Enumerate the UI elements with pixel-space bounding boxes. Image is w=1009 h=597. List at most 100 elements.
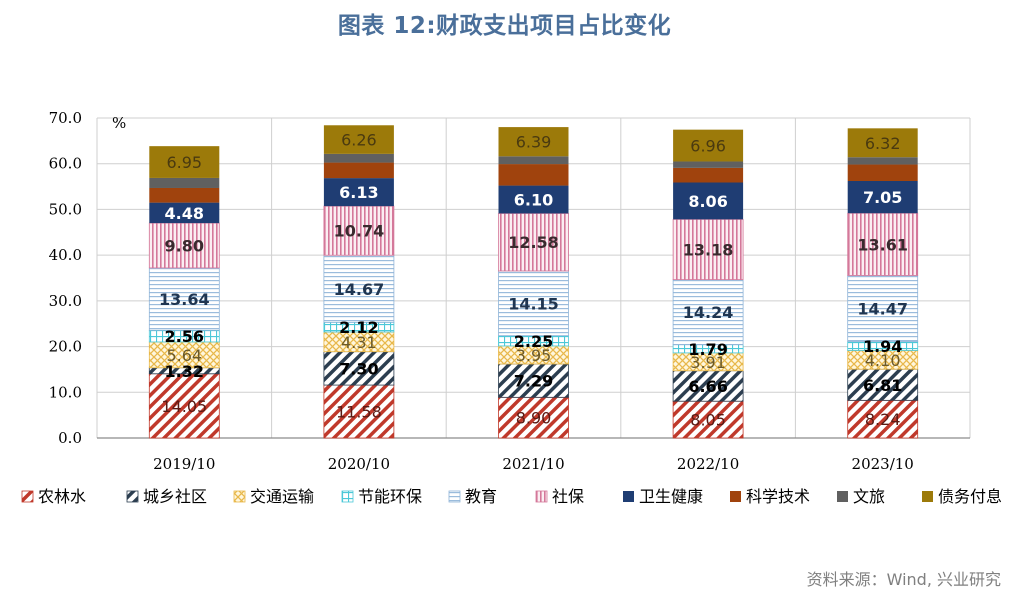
data-label: 14.67: [334, 280, 385, 299]
data-label: 6.13: [339, 183, 378, 202]
legend-swatch: [837, 491, 848, 502]
bar-segment: [847, 275, 919, 342]
legend-swatch: [730, 491, 741, 502]
bars: [148, 125, 919, 439]
legend: 农林水 城乡社区 交通运输 节能环保 教育 社保 卫生健康 科学技术 文旅 债务付息: [21, 487, 1002, 506]
data-label: 12.58: [508, 233, 559, 252]
legend-label: 城乡社区: [143, 487, 207, 506]
bar-segment: [847, 164, 918, 181]
data-label: 3.95: [516, 346, 552, 365]
data-label: 4.48: [165, 204, 204, 223]
bar-segment: [672, 370, 744, 402]
data-label: 1.79: [688, 340, 727, 359]
bar-segment: [149, 202, 220, 224]
data-label: 1.94: [863, 337, 902, 356]
bar-segment: [498, 164, 569, 186]
data-label: 6.26: [341, 131, 377, 150]
data-labels: 14.05 1.325.642.56 13.64 9.80 4.48 6.95 11.58 7…: [159, 131, 908, 430]
bar-segment: [323, 254, 395, 323]
bar-segment: [149, 146, 220, 178]
legend-label: 文旅: [853, 487, 885, 506]
bar-segment: [148, 267, 220, 331]
bar-segment: [847, 368, 919, 401]
x-tick-label: 2019/10: [153, 455, 215, 473]
bar-segment: [673, 129, 744, 162]
data-label: 13.18: [683, 240, 734, 259]
y-axis-unit: %: [112, 114, 126, 132]
data-label: 10.74: [334, 222, 385, 241]
legend-label: 节能环保: [358, 487, 422, 506]
data-label: 1.32: [165, 362, 204, 381]
bar-segment: [323, 162, 394, 179]
data-label: 8.06: [688, 192, 727, 211]
bar-segment: [498, 396, 569, 439]
legend-label: 卫生健康: [639, 487, 703, 506]
bar-segment: [323, 205, 395, 256]
bar-segment: [847, 157, 918, 165]
data-label: 13.64: [159, 290, 210, 309]
bar-segment: [847, 212, 919, 276]
data-label: 11.58: [336, 403, 382, 422]
bar-segment: [672, 279, 744, 346]
legend-label: 科学技术: [746, 487, 810, 506]
y-tick-label: 0.0: [58, 429, 82, 447]
data-label: 7.30: [339, 359, 378, 378]
legend-swatch: [535, 490, 548, 503]
bar-segment: [149, 187, 220, 203]
legend-label: 债务付息: [938, 487, 1002, 506]
x-axis-ticks: 2019/10 2020/10 2021/10 2022/10 2023/10: [153, 455, 914, 473]
data-label: 8.05: [690, 411, 726, 430]
bar-segment: [323, 125, 394, 154]
y-tick-label: 20.0: [49, 338, 82, 356]
bar-segment: [323, 153, 394, 163]
data-label: 8.24: [865, 410, 901, 429]
data-label: 6.95: [166, 153, 202, 172]
bar-segment: [148, 341, 220, 369]
data-label: 3.91: [690, 353, 726, 372]
bar-segment: [498, 213, 569, 272]
y-tick-label: 10.0: [49, 383, 82, 401]
legend-swatch: [21, 490, 34, 503]
data-label: 14.05: [161, 397, 207, 416]
legend-swatch: [448, 490, 461, 503]
legend-label: 农林水: [38, 487, 86, 506]
bar-segment: [149, 177, 220, 188]
bar-segment: [847, 399, 919, 439]
data-label: 2.25: [514, 332, 553, 351]
data-label: 7.29: [514, 372, 553, 391]
data-label: 5.64: [166, 346, 202, 365]
bar-segment: [847, 180, 918, 214]
bar-segment: [498, 156, 569, 165]
data-label: 6.10: [514, 191, 553, 210]
y-axis-ticks: 0.0 10.0 20.0 30.0 40.0 50.0 60.0 70.0: [49, 109, 82, 447]
data-label: 6.32: [865, 134, 901, 153]
legend-label: 交通运输: [250, 487, 314, 506]
bar-segment: [323, 351, 395, 386]
bar-segment: [673, 161, 744, 168]
chart-title: 图表 12:财政支出项目占比变化: [337, 13, 672, 39]
data-label: 14.15: [508, 294, 559, 313]
x-tick-label: 2021/10: [502, 455, 564, 473]
y-tick-label: 50.0: [49, 200, 82, 218]
data-label: 6.96: [690, 137, 726, 156]
data-label: 13.61: [857, 235, 908, 254]
x-tick-label: 2023/10: [852, 455, 914, 473]
bar-segment: [498, 127, 569, 157]
data-label: 2.12: [339, 318, 378, 337]
data-label: 4.31: [341, 333, 377, 352]
legend-swatch: [341, 490, 354, 503]
data-label: 2.56: [165, 327, 204, 346]
y-tick-label: 40.0: [49, 246, 82, 264]
data-label: 14.47: [857, 300, 908, 319]
y-tick-label: 30.0: [49, 292, 82, 310]
legend-label: 教育: [465, 487, 497, 506]
data-label: 4.10: [865, 351, 901, 370]
x-tick-label: 2020/10: [328, 455, 390, 473]
legend-swatch: [126, 490, 139, 503]
legend-swatch: [623, 491, 634, 502]
bar-segment: [323, 384, 395, 439]
data-label: 7.05: [863, 188, 902, 207]
bar-segment: [148, 222, 220, 269]
y-tick-label: 70.0: [49, 109, 82, 127]
bar-segment: [498, 270, 569, 337]
